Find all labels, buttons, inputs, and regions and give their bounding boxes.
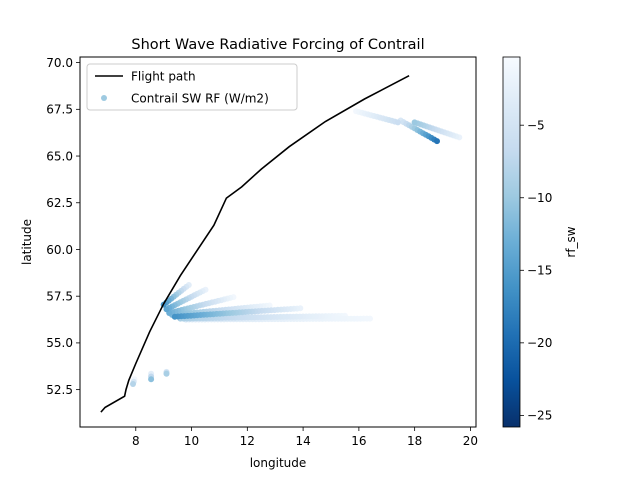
chart-title: Short Wave Radiative Forcing of Contrail bbox=[131, 37, 424, 53]
colorbar-label: rf_sw bbox=[564, 226, 578, 257]
y-axis-label: latitude bbox=[20, 219, 34, 265]
plot-frame bbox=[79, 56, 477, 428]
y-tick-label: 70.0 bbox=[46, 56, 73, 70]
legend-dot-swatch bbox=[101, 95, 107, 101]
y-tick-label: 62.5 bbox=[46, 196, 73, 210]
colorbar-tick-label: −5 bbox=[527, 118, 545, 132]
y-tick-label: 60.0 bbox=[46, 243, 73, 257]
colorbar-ticks: −5 −10 −15 −20 −25 bbox=[520, 118, 552, 423]
colorbar-tick-label: −25 bbox=[527, 409, 552, 423]
colorbar-tick-label: −15 bbox=[527, 264, 552, 278]
colorbar-gradient bbox=[502, 56, 521, 428]
x-tick-label: 12 bbox=[240, 434, 255, 448]
x-axis: 8 10 12 14 16 18 20 bbox=[132, 427, 478, 448]
x-tick-label: 10 bbox=[184, 434, 199, 448]
y-axis: 52.5 55.0 57.5 60.0 62.5 65.0 67.5 70.0 bbox=[46, 56, 80, 397]
y-tick-label: 65.0 bbox=[46, 149, 73, 163]
y-tick-label: 57.5 bbox=[46, 289, 73, 303]
x-tick-label: 8 bbox=[132, 434, 140, 448]
contrail-point bbox=[411, 119, 418, 126]
legend-entry-contrail: Contrail SW RF (W/m2) bbox=[131, 92, 269, 106]
x-tick-label: 16 bbox=[351, 434, 366, 448]
contrail-point bbox=[163, 370, 170, 377]
legend: Flight path Contrail SW RF (W/m2) bbox=[86, 63, 298, 111]
colorbar-tick-label: −10 bbox=[527, 191, 552, 205]
legend-entry-flight-path: Flight path bbox=[131, 70, 196, 84]
contrail-point bbox=[130, 381, 136, 387]
y-tick-label: 67.5 bbox=[46, 103, 73, 117]
contrail-point bbox=[171, 313, 178, 320]
x-axis-label: longitude bbox=[250, 456, 307, 470]
contrail-point bbox=[148, 376, 155, 383]
x-tick-label: 20 bbox=[463, 434, 478, 448]
plot-area bbox=[100, 74, 463, 413]
contrail-point bbox=[394, 119, 401, 126]
colorbar-tick-label: −20 bbox=[527, 336, 552, 350]
y-tick-label: 55.0 bbox=[46, 336, 73, 350]
y-tick-label: 52.5 bbox=[46, 383, 73, 397]
x-tick-label: 14 bbox=[295, 434, 310, 448]
flight-path-line bbox=[100, 74, 410, 413]
colorbar: −5 −10 −15 −20 −25 rf_sw bbox=[502, 56, 578, 428]
contrail-point bbox=[163, 306, 170, 313]
legend-box bbox=[86, 63, 298, 111]
contrail-point bbox=[434, 138, 440, 145]
x-tick-label: 18 bbox=[407, 434, 422, 448]
